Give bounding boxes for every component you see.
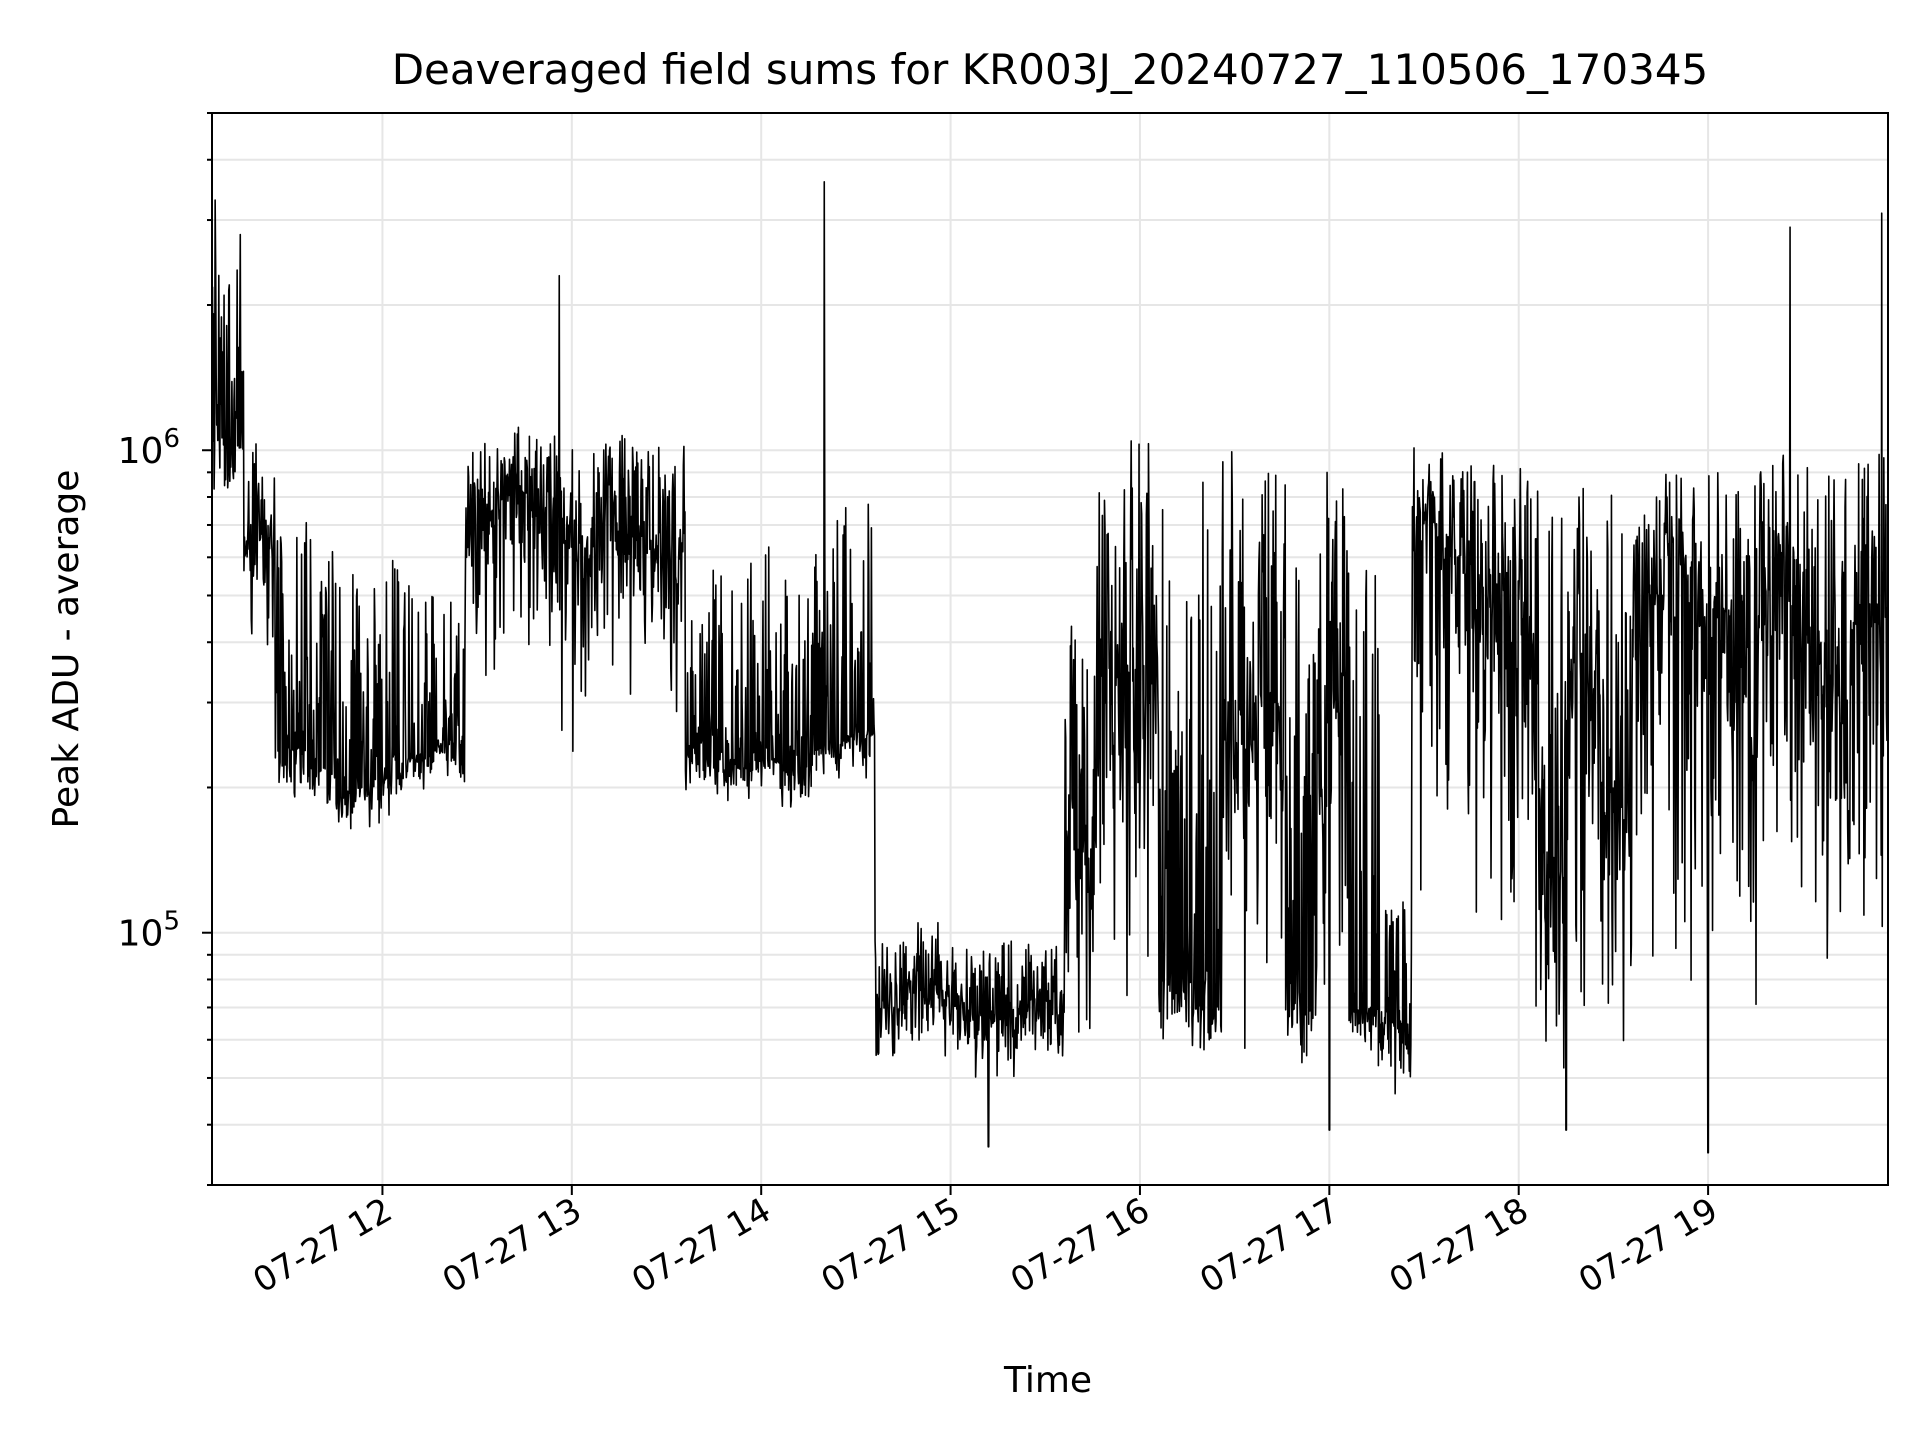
series-layer — [211, 181, 1889, 1154]
y-tick-label: 106 — [118, 424, 180, 472]
chart-title: Deaveraged field sums for KR003J_2024072… — [392, 45, 1709, 94]
y-axis-label: Peak ADU - average — [46, 470, 87, 829]
y-axis-ticks: 105 106 — [118, 112, 212, 1186]
series-line — [211, 181, 1889, 1154]
x-axis-label: Time — [1003, 1360, 1092, 1401]
y-tick-label: 105 — [118, 907, 180, 955]
plot-frame — [211, 112, 1889, 1186]
